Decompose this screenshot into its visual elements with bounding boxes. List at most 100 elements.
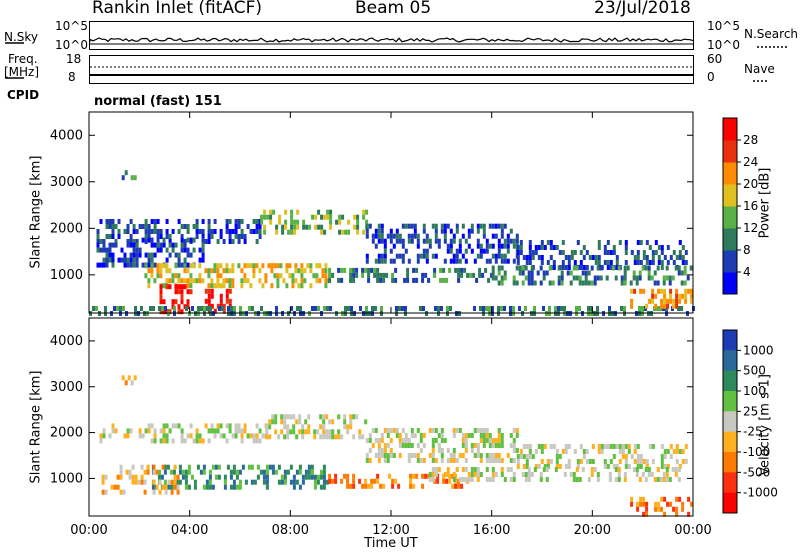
echo-cell	[525, 255, 529, 260]
echo-cell	[315, 273, 319, 279]
echo-cell	[344, 229, 348, 235]
echo-cell	[578, 275, 582, 281]
echo-cell	[404, 438, 408, 443]
echo-cell	[101, 474, 105, 480]
echo-cell	[653, 477, 657, 482]
echo-cell	[169, 469, 173, 475]
echo-cell	[617, 467, 621, 472]
echo-cell	[457, 478, 461, 484]
echo-cell	[248, 306, 251, 311]
echo-cell	[503, 223, 507, 229]
echo-cell	[150, 237, 154, 243]
echo-cell	[186, 283, 190, 289]
echo-cell	[412, 277, 416, 283]
echo-cell	[542, 306, 545, 311]
echo-cell	[401, 243, 405, 249]
echo-cell	[271, 419, 275, 425]
echo-cell	[124, 170, 128, 176]
echo-cell	[153, 428, 157, 434]
echo-cell	[443, 258, 447, 264]
echo-cell	[301, 429, 305, 435]
echo-cell	[162, 299, 166, 305]
echo-cell	[204, 288, 208, 294]
echo-cell	[497, 280, 501, 286]
echo-cell	[467, 472, 471, 477]
echo-cell	[594, 255, 598, 260]
colorbar-tick-label: 28	[743, 133, 758, 147]
echo-cell	[651, 298, 655, 304]
echo-cell	[678, 255, 682, 260]
echo-cell	[228, 428, 232, 434]
echo-cell	[183, 257, 187, 263]
echo-cell	[681, 293, 685, 299]
echo-cell	[131, 479, 135, 485]
echo-cell	[575, 477, 579, 482]
echo-cell	[301, 434, 305, 440]
echo-cell	[516, 255, 520, 260]
echo-cell	[377, 223, 381, 229]
colorbar-segment	[723, 118, 737, 141]
echo-cell	[255, 438, 259, 444]
echo-cell	[123, 262, 127, 268]
echo-cell	[398, 306, 401, 311]
echo-cell	[627, 449, 631, 454]
echo-cell	[615, 464, 619, 469]
echo-cell	[455, 458, 459, 463]
echo-cell	[210, 234, 214, 239]
echo-cell	[201, 237, 205, 243]
echo-cell	[570, 250, 574, 255]
echo-cell	[267, 263, 271, 269]
echo-cell	[647, 275, 651, 281]
echo-cell	[638, 306, 641, 311]
echo-cell	[119, 306, 122, 311]
echo-cell	[380, 233, 384, 239]
echo-cell	[584, 270, 588, 276]
echo-cell	[270, 268, 274, 274]
echo-cell	[229, 484, 233, 490]
echo-cell	[313, 429, 317, 435]
echo-cell	[681, 255, 685, 260]
echo-cell	[322, 484, 326, 490]
echo-cell	[662, 275, 666, 281]
echo-cell	[183, 263, 187, 269]
echo-cell	[473, 467, 477, 472]
echo-cell	[356, 214, 360, 220]
echo-cell	[416, 453, 420, 458]
echo-cell	[121, 375, 125, 381]
echo-cell	[256, 464, 260, 470]
echo-cell	[671, 467, 675, 472]
echo-cell	[280, 479, 284, 485]
station-title: Rankin Inlet (fitACF)	[92, 0, 263, 18]
echo-cell	[597, 444, 601, 449]
echo-cell	[162, 423, 166, 429]
echo-cell	[549, 255, 553, 260]
echo-cell	[263, 224, 267, 230]
echo-cell	[186, 252, 190, 258]
echo-cell	[485, 467, 489, 472]
echo-cell	[455, 248, 459, 254]
echo-cell	[518, 265, 522, 271]
echo-cell	[479, 428, 483, 433]
colorbar-segment	[723, 452, 737, 473]
echo-cell	[163, 464, 167, 470]
echo-cell	[528, 449, 532, 454]
echo-cell	[227, 306, 230, 311]
echo-cell	[364, 419, 368, 425]
echo-cell	[104, 306, 107, 311]
echo-cell	[380, 253, 384, 259]
echo-cell	[365, 306, 368, 311]
echo-cell	[632, 467, 636, 472]
colorbar-tick-label: 12	[743, 221, 758, 235]
echo-cell	[225, 288, 229, 294]
echo-cell	[458, 453, 462, 458]
echo-cell	[591, 255, 595, 260]
echo-cell	[180, 234, 184, 239]
echo-cell	[428, 238, 432, 244]
echo-cell	[340, 434, 344, 440]
echo-cell	[374, 306, 377, 311]
echo-cell	[674, 265, 678, 271]
echo-cell	[255, 224, 259, 229]
echo-cell	[467, 477, 471, 482]
echo-cell	[617, 477, 621, 482]
echo-cell	[283, 474, 287, 480]
